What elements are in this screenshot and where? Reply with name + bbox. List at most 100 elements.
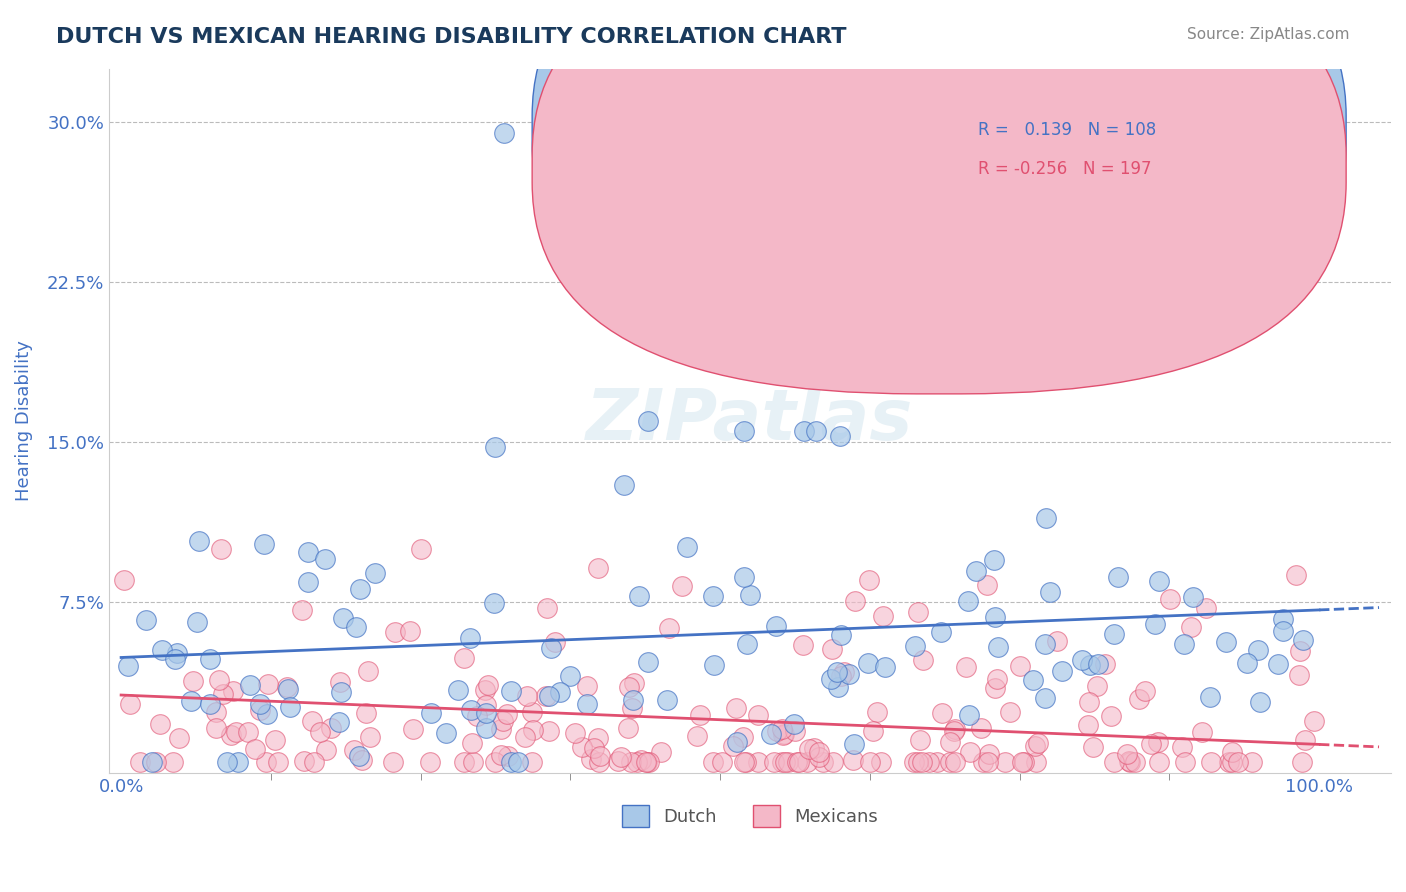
Point xyxy=(209,541,232,556)
Point xyxy=(783,723,806,738)
Point xyxy=(243,741,266,756)
Point xyxy=(1199,755,1222,769)
Point xyxy=(461,755,484,769)
Point xyxy=(276,680,298,694)
Point xyxy=(453,651,475,665)
Point xyxy=(904,639,927,653)
FancyBboxPatch shape xyxy=(531,0,1346,394)
Point xyxy=(738,588,761,602)
Point xyxy=(150,643,173,657)
Point xyxy=(1133,684,1156,698)
Point xyxy=(329,675,352,690)
Point xyxy=(908,733,931,747)
Point xyxy=(907,605,929,619)
Point xyxy=(986,672,1008,686)
Point xyxy=(830,628,852,642)
Point xyxy=(721,739,744,754)
Point xyxy=(650,745,672,759)
Point xyxy=(149,716,172,731)
Point xyxy=(747,708,769,723)
Point xyxy=(1195,601,1218,615)
Point xyxy=(1107,570,1129,584)
Point xyxy=(761,727,783,741)
Point xyxy=(983,552,1005,566)
Point xyxy=(118,698,141,712)
Point xyxy=(1302,714,1324,728)
Point xyxy=(484,440,506,454)
Point xyxy=(1174,755,1197,769)
Point xyxy=(1083,739,1105,754)
Point xyxy=(357,665,380,679)
Point xyxy=(343,743,366,757)
Point xyxy=(166,646,188,660)
Point xyxy=(1010,658,1032,673)
Point xyxy=(586,731,609,745)
Point xyxy=(381,755,404,769)
Point xyxy=(477,678,499,692)
Point xyxy=(735,755,758,769)
Point xyxy=(630,753,652,767)
Point xyxy=(827,680,849,694)
Point xyxy=(332,611,354,625)
Point xyxy=(637,414,659,428)
Point xyxy=(770,722,793,736)
Point xyxy=(976,578,998,592)
Point xyxy=(222,684,245,698)
Point xyxy=(141,755,163,769)
Point xyxy=(249,703,271,717)
Point xyxy=(686,729,709,743)
Point xyxy=(558,669,581,683)
Point xyxy=(1033,637,1056,651)
Point xyxy=(613,477,636,491)
Point xyxy=(543,634,565,648)
Point xyxy=(607,754,630,768)
Point xyxy=(301,714,323,729)
Point xyxy=(828,428,851,442)
Point xyxy=(315,743,337,757)
Point xyxy=(617,721,640,735)
Point xyxy=(314,552,336,566)
Point xyxy=(671,579,693,593)
Point xyxy=(1249,695,1271,709)
Point xyxy=(702,755,724,769)
Point xyxy=(623,676,645,690)
Point xyxy=(956,594,979,608)
Point xyxy=(807,745,830,759)
Point xyxy=(1241,755,1264,769)
Point xyxy=(506,755,529,769)
Point xyxy=(513,731,536,745)
Point xyxy=(309,724,332,739)
Point xyxy=(494,126,516,140)
Point xyxy=(534,689,557,703)
Point xyxy=(872,609,894,624)
Point xyxy=(929,625,952,640)
Point xyxy=(711,755,734,769)
Point xyxy=(256,706,278,721)
Point xyxy=(844,594,866,608)
Point xyxy=(862,723,884,738)
Point xyxy=(965,564,987,578)
Point xyxy=(1147,574,1170,588)
Point xyxy=(903,755,925,769)
Point xyxy=(842,737,865,751)
Point xyxy=(1271,624,1294,639)
Text: Source: ZipAtlas.com: Source: ZipAtlas.com xyxy=(1187,27,1350,42)
Point xyxy=(796,755,818,769)
Point xyxy=(576,679,599,693)
Point xyxy=(344,620,367,634)
Point xyxy=(200,697,222,711)
Point xyxy=(820,672,842,686)
Point xyxy=(1292,632,1315,647)
Point xyxy=(870,755,893,769)
Point xyxy=(520,755,543,769)
Point xyxy=(803,741,825,756)
Point xyxy=(575,698,598,712)
Point xyxy=(489,748,512,763)
Point xyxy=(1071,652,1094,666)
Point xyxy=(804,425,827,439)
Point xyxy=(983,681,1005,695)
Point xyxy=(626,755,648,769)
Point xyxy=(1159,592,1181,607)
Point xyxy=(763,755,786,769)
Point xyxy=(499,755,522,769)
